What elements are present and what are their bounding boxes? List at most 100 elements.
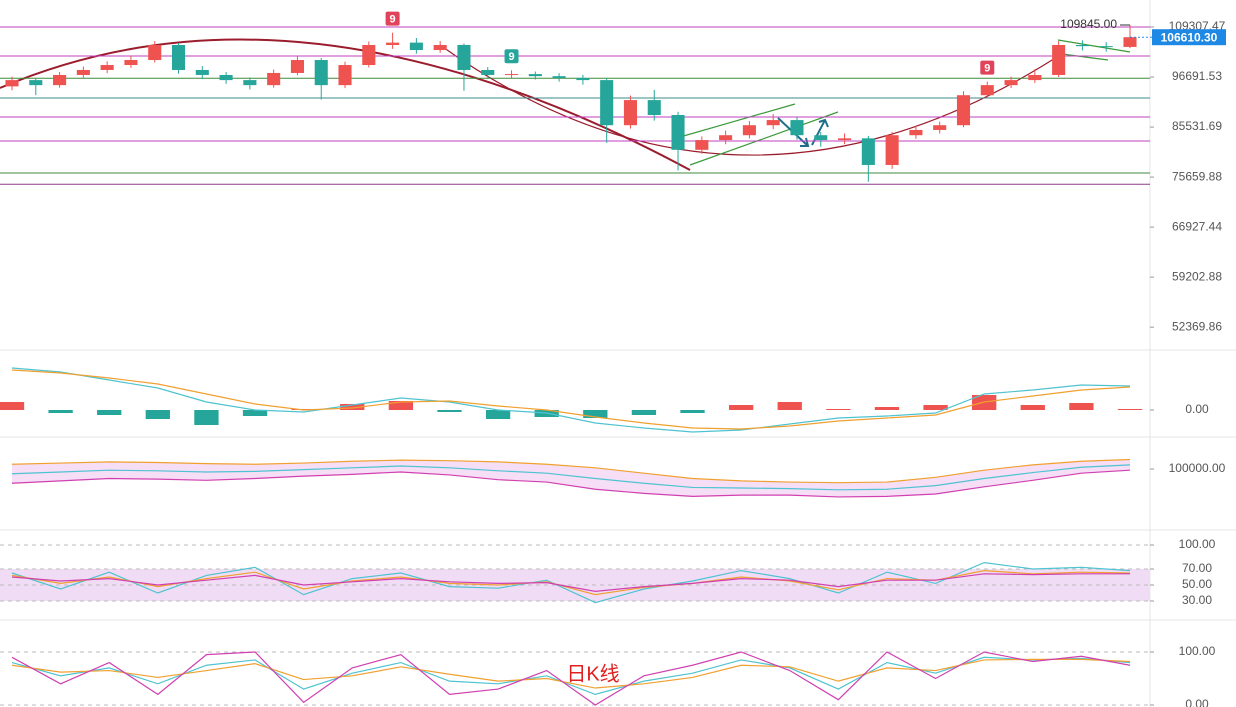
candle-body	[1028, 74, 1042, 81]
y-tick-label: 0.00	[1185, 697, 1209, 707]
candle-body	[290, 60, 304, 73]
td-marker-label: 9	[508, 51, 514, 63]
candle-body	[148, 45, 162, 61]
macd-bar	[777, 402, 802, 410]
candle-body	[195, 69, 209, 75]
y-tick-label: 100000.00	[1169, 461, 1226, 475]
candle-body	[171, 45, 186, 70]
panel: 100.00 0.00	[0, 644, 1216, 707]
indicator-line	[11, 561, 1131, 604]
y-tick-label: 52369.86	[1172, 319, 1222, 333]
candle-body	[409, 42, 423, 51]
y-tick-label: 50.00	[1182, 577, 1212, 591]
band-fill	[12, 459, 1130, 497]
macd-bar	[631, 410, 657, 415]
y-tick-label: 0.00	[1185, 402, 1209, 416]
candle-body	[1099, 46, 1113, 48]
y-tick-label: 96691.53	[1172, 69, 1222, 83]
candle-body	[742, 125, 756, 136]
candle-body	[814, 135, 828, 141]
last-price-label: 106610.30	[1161, 30, 1218, 44]
candle-body	[29, 80, 43, 86]
candle-body	[671, 114, 685, 150]
candle-body	[695, 140, 709, 150]
candle-body	[861, 138, 875, 165]
candle-body	[956, 95, 971, 126]
panel: 109307.4796691.5385531.6975659.8866927.4…	[0, 11, 1226, 685]
rsi-band	[0, 569, 1150, 601]
y-tick-label: 75659.88	[1172, 169, 1222, 183]
indicator-line	[11, 651, 1131, 706]
candle-body	[552, 76, 566, 79]
candle-body	[528, 74, 542, 77]
macd-bar	[97, 410, 122, 415]
macd-bar	[242, 410, 268, 416]
y-tick-label: 66927.44	[1172, 219, 1222, 233]
candle-body	[885, 135, 899, 165]
macd-bar	[874, 407, 900, 410]
candle-body	[433, 45, 447, 51]
candle-body	[338, 65, 352, 86]
candle-body	[53, 74, 67, 86]
last-price-tag	[1152, 29, 1226, 46]
candle-body	[933, 125, 947, 130]
candle-body	[623, 100, 638, 126]
indicator-line	[11, 656, 1131, 696]
candle-body	[267, 72, 281, 86]
indicator-line	[11, 658, 1131, 689]
indicator-line	[11, 573, 1130, 593]
macd-bar	[0, 402, 25, 410]
panel: 100000.00	[11, 458, 1226, 498]
indicator-line	[11, 464, 1131, 491]
candle-body	[1075, 45, 1089, 47]
candle-body	[457, 45, 471, 70]
candle-body	[909, 129, 923, 136]
candle-body	[219, 74, 233, 81]
candle-body	[362, 45, 376, 66]
candle-body	[980, 85, 994, 96]
candle-body	[243, 80, 257, 86]
y-tick-label: 59202.88	[1172, 269, 1222, 283]
macd-bar	[340, 404, 365, 410]
macd-bar	[388, 401, 414, 410]
macd-bar	[437, 410, 462, 412]
macd-bar	[680, 410, 705, 413]
candle-body	[5, 80, 19, 87]
macd-bar	[485, 410, 511, 419]
td-marker-label: 9	[984, 63, 990, 75]
macd-bar	[1117, 409, 1143, 410]
candle-body	[124, 60, 138, 66]
candle-body	[76, 69, 90, 75]
indicator-line	[11, 367, 1131, 433]
y-tick-label: 30.00	[1182, 593, 1212, 607]
macd-bar	[145, 410, 170, 419]
macd-bar	[923, 405, 948, 410]
macd-bar	[583, 410, 608, 418]
indicator-line	[11, 458, 1131, 484]
panel: 0.00	[0, 367, 1209, 433]
candle-body	[314, 60, 328, 86]
candle-body	[790, 120, 804, 136]
panel: 100.00 70.00 50.00 30.00	[0, 537, 1216, 607]
candle-body	[100, 65, 114, 70]
macd-bar	[1069, 403, 1094, 410]
candle-body	[1052, 45, 1066, 75]
candle-body	[838, 138, 852, 141]
candle-body	[1123, 37, 1137, 47]
y-tick-label: 100.00	[1179, 537, 1216, 551]
candle-body	[766, 120, 780, 126]
y-tick-label: 85531.69	[1172, 119, 1222, 133]
candle-body	[576, 78, 590, 81]
watermark: 日K线	[566, 662, 619, 685]
macd-bar	[1020, 405, 1045, 410]
td-marker	[504, 49, 519, 64]
macd-bar	[194, 410, 219, 425]
candle-body	[600, 80, 614, 126]
indicator-line	[11, 369, 1131, 430]
candle-body	[1004, 80, 1018, 86]
candle-body	[504, 74, 519, 76]
candle-body	[386, 42, 400, 46]
macd-bar	[728, 405, 754, 410]
high-label: 109845.00	[1060, 17, 1117, 31]
